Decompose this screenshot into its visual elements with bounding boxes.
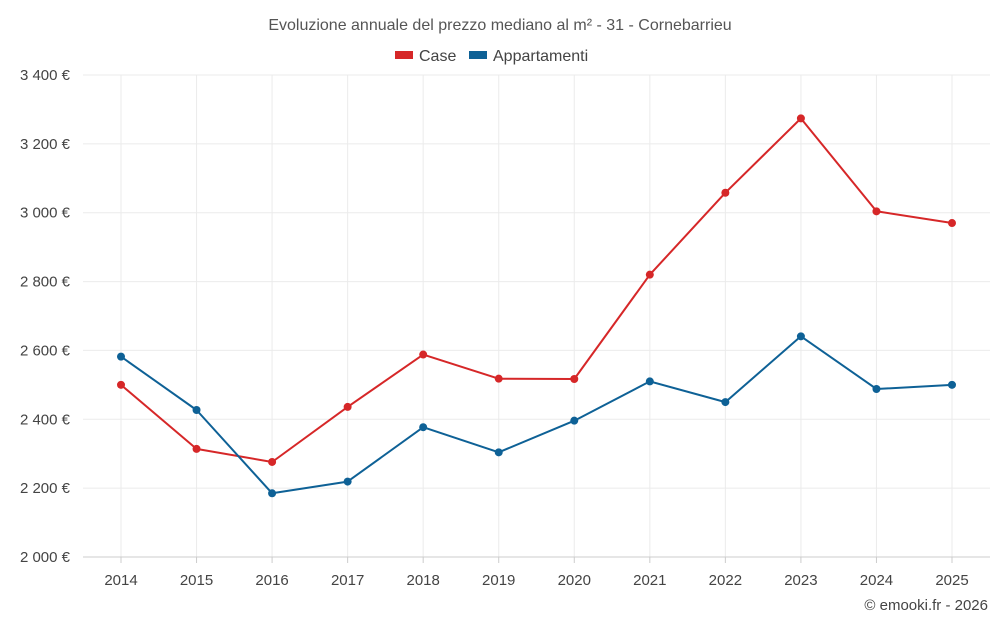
data-point-case-2016[interactable] — [268, 457, 277, 466]
data-point-case-2023[interactable] — [796, 114, 805, 123]
legend-swatch-case — [395, 51, 413, 59]
x-tick-label: 2023 — [784, 572, 817, 589]
data-point-case-2024[interactable] — [872, 207, 881, 216]
x-tick-label: 2025 — [935, 572, 968, 589]
chart-title: Evoluzione annuale del prezzo mediano al… — [268, 17, 731, 34]
credit-text: © emooki.fr - 2026 — [864, 597, 988, 614]
y-tick-label: 2 600 € — [20, 342, 71, 359]
y-tick-label: 3 000 € — [20, 205, 71, 222]
y-tick-label: 3 400 € — [20, 67, 71, 84]
data-point-case-2018[interactable] — [419, 350, 428, 359]
x-tick-label: 2024 — [860, 572, 893, 589]
data-point-appartamenti-2014[interactable] — [117, 352, 125, 361]
data-point-case-2021[interactable] — [645, 270, 654, 279]
data-point-appartamenti-2022[interactable] — [721, 398, 730, 407]
data-point-appartamenti-2024[interactable] — [872, 384, 881, 393]
x-tick-label: 2022 — [709, 572, 742, 589]
x-tick-label: 2018 — [406, 572, 439, 589]
legend-label-appartamenti[interactable]: Appartamenti — [493, 48, 588, 65]
legend-label-case[interactable]: Case — [419, 48, 456, 65]
x-tick-label: 2017 — [331, 572, 364, 589]
y-tick-label: 3 200 € — [20, 136, 71, 153]
data-point-appartamenti-2023[interactable] — [796, 332, 805, 341]
legend-swatch-appartamenti — [469, 51, 487, 59]
data-point-appartamenti-2021[interactable] — [645, 377, 654, 386]
x-tick-label: 2019 — [482, 572, 515, 589]
x-tick-label: 2015 — [180, 572, 213, 589]
data-point-case-2020[interactable] — [570, 375, 579, 384]
y-tick-label: 2 400 € — [20, 411, 71, 428]
x-tick-label: 2021 — [633, 572, 666, 589]
data-point-appartamenti-2025[interactable] — [948, 380, 956, 389]
series — [117, 114, 956, 498]
data-point-appartamenti-2015[interactable] — [192, 405, 201, 414]
y-tick-label: 2 000 € — [20, 549, 71, 566]
x-tick-label: 2014 — [104, 572, 137, 589]
data-point-case-2014[interactable] — [117, 380, 125, 389]
data-point-case-2025[interactable] — [948, 219, 956, 228]
data-point-appartamenti-2016[interactable] — [268, 489, 277, 498]
data-point-case-2022[interactable] — [721, 188, 730, 197]
grid — [83, 74, 990, 557]
series-line-case — [120, 117, 953, 463]
data-point-case-2017[interactable] — [343, 402, 352, 411]
x-tick-label: 2020 — [558, 572, 591, 589]
x-tick-label: 2016 — [255, 572, 288, 589]
series-line-appartamenti — [120, 335, 953, 495]
y-tick-label: 2 800 € — [20, 274, 71, 291]
legend: Case Appartamenti — [395, 48, 588, 65]
data-point-appartamenti-2017[interactable] — [343, 477, 352, 486]
data-point-case-2019[interactable] — [494, 374, 503, 383]
data-point-appartamenti-2020[interactable] — [570, 416, 579, 425]
y-tick-label: 2 200 € — [20, 480, 71, 497]
axes: 2 000 € 2 200 € 2 400 € 2 600 € 2 800 € 3 000… — [20, 67, 990, 589]
data-point-appartamenti-2019[interactable] — [494, 448, 503, 457]
data-point-case-2015[interactable] — [192, 444, 201, 453]
data-point-appartamenti-2018[interactable] — [419, 423, 428, 432]
